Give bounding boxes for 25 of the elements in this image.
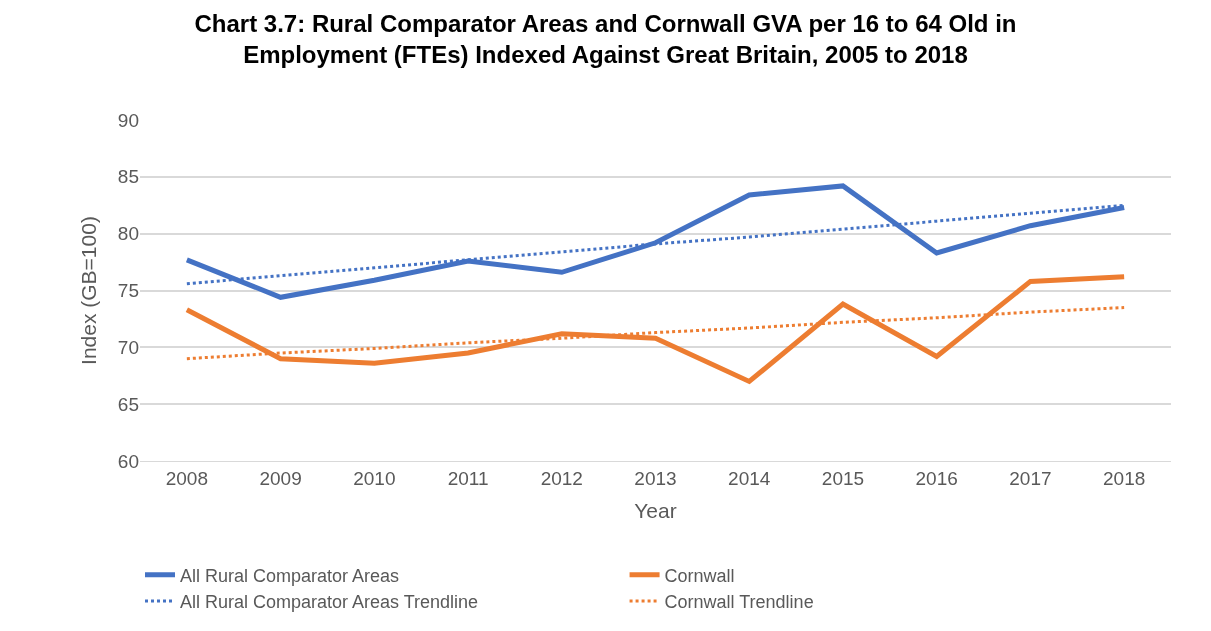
- legend-label: Cornwall: [664, 565, 735, 586]
- x-tick-label: 2008: [165, 467, 208, 489]
- x-tick-label: 2013: [634, 467, 677, 489]
- y-tick-label: 65: [117, 393, 139, 415]
- y-tick-label: 75: [117, 280, 139, 302]
- legend-label: All Rural Comparator Areas: [180, 565, 400, 586]
- x-tick-label: 2010: [353, 467, 396, 489]
- x-tick-label: 2016: [915, 467, 958, 489]
- y-axis-title: Index (GB=100): [77, 216, 101, 365]
- x-axis-title: Year: [634, 499, 677, 522]
- chart-title: Chart 3.7: Rural Comparator Areas and Cornwall GVA per 16 to 64 Old in Employment (FTEs) Indexed Against Great Britain, 2005 to 2018: [194, 9, 1017, 68]
- y-tick-label: 60: [117, 450, 139, 472]
- x-tick-label: 2018: [1103, 467, 1146, 489]
- x-tick-label: 2009: [259, 467, 302, 489]
- legend-label: Cornwall Trendline: [664, 592, 814, 613]
- y-tick-label: 85: [117, 166, 139, 188]
- x-tick-label: 2014: [728, 467, 771, 489]
- legend-label: All Rural Comparator Areas Trendline: [180, 592, 479, 613]
- x-tick-label: 2015: [821, 467, 865, 489]
- x-tick-label: 2011: [447, 467, 489, 489]
- y-tick-label: 80: [117, 223, 139, 245]
- y-tick-label: 90: [117, 109, 139, 131]
- x-tick-label: 2012: [540, 467, 583, 489]
- y-tick-label: 70: [117, 336, 139, 358]
- x-tick-label: 2017: [1009, 467, 1052, 489]
